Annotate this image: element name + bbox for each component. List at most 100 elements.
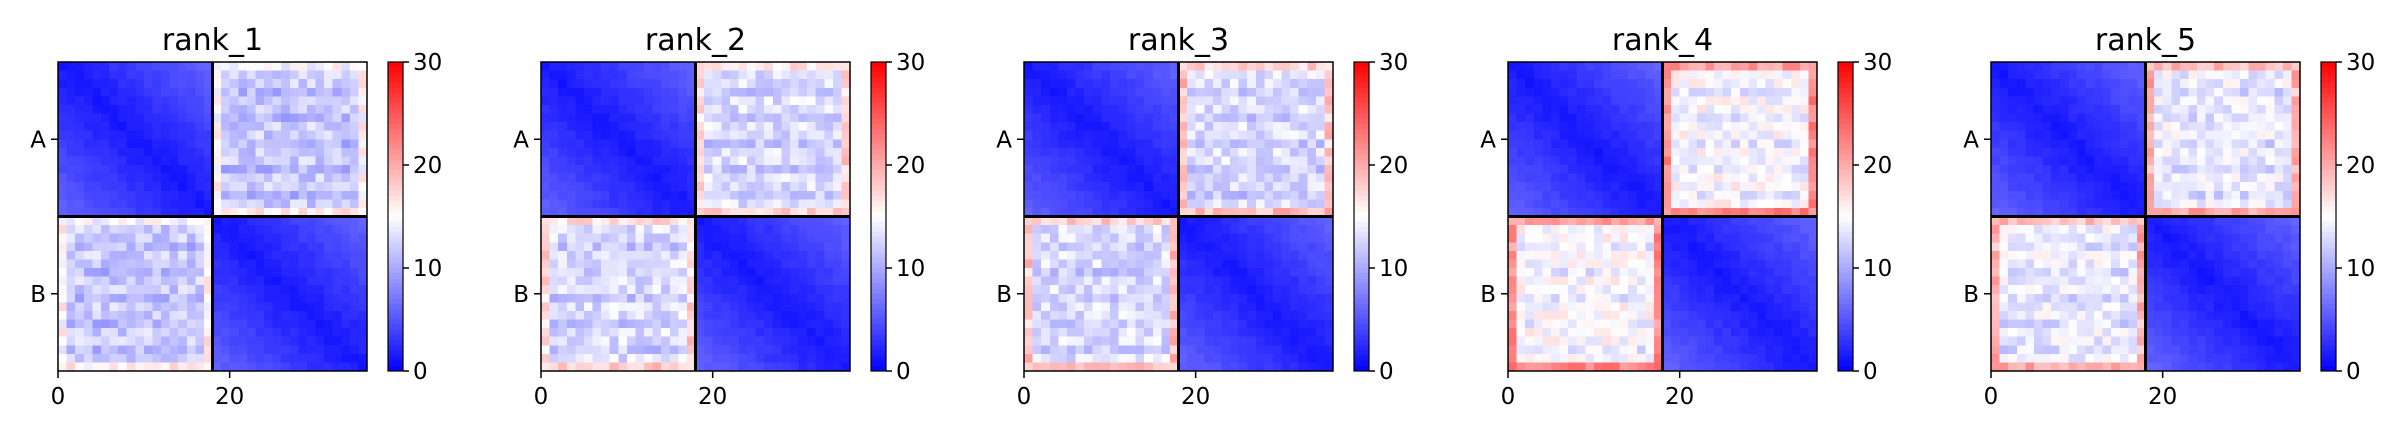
- heatmap-cell: [549, 276, 559, 286]
- heatmap-cell: [1264, 353, 1274, 364]
- heatmap-cell: [772, 165, 782, 175]
- heatmap-cell: [289, 199, 299, 209]
- heatmap-cell: [1195, 96, 1205, 106]
- heatmap-cell: [212, 79, 222, 89]
- heatmap-cell: [558, 353, 568, 364]
- heatmap-cell: [1109, 225, 1120, 235]
- heatmap-cell: [764, 250, 774, 261]
- heatmap-cell: [781, 259, 791, 269]
- x-tick-label: 0: [1017, 384, 1032, 410]
- heatmap-cell: [1593, 70, 1604, 80]
- heatmap-cell: [772, 156, 782, 166]
- heatmap-cell: [1127, 250, 1137, 261]
- heatmap-cell: [1602, 173, 1612, 183]
- heatmap-cell: [841, 310, 851, 321]
- heatmap-cell: [281, 336, 291, 346]
- heatmap-cell: [1195, 70, 1205, 80]
- heatmap-cell: [1307, 362, 1317, 372]
- heatmap-cell: [246, 345, 257, 355]
- heatmap-cell: [1774, 173, 1784, 183]
- heatmap-cell: [281, 96, 291, 106]
- heatmap-cell: [1195, 79, 1205, 89]
- heatmap-cell: [1101, 276, 1111, 286]
- heatmap-cell: [100, 96, 111, 106]
- heatmap-cell: [807, 328, 817, 338]
- heatmap-cell: [1324, 139, 1334, 149]
- heatmap-cell: [815, 362, 825, 372]
- heatmap-cell: [1525, 182, 1535, 192]
- heatmap-cell: [1109, 242, 1120, 252]
- heatmap-cell: [669, 70, 679, 80]
- heatmap-cell: [332, 302, 342, 312]
- heatmap-cell: [592, 70, 602, 80]
- heatmap-cell: [1731, 113, 1741, 123]
- heatmap-cell: [1066, 353, 1077, 364]
- heatmap-cell: [58, 225, 68, 235]
- heatmap-cell: [738, 225, 748, 235]
- heatmap-cell: [626, 173, 637, 183]
- heatmap-cell: [264, 353, 274, 364]
- heatmap-cell: [281, 268, 291, 278]
- heatmap-cell: [789, 242, 800, 252]
- heatmap-cell: [1084, 310, 1094, 321]
- heatmap-cell: [1101, 259, 1111, 269]
- heatmap-cell: [255, 302, 265, 312]
- heatmap-cell: [1195, 293, 1205, 303]
- heatmap-cell: [306, 190, 317, 200]
- heatmap-cell: [126, 207, 136, 218]
- heatmap-cell: [58, 104, 68, 115]
- heatmap-cell: [1024, 345, 1034, 355]
- heatmap-cell: [789, 199, 800, 209]
- heatmap-cell: [558, 259, 568, 269]
- heatmap-cell: [1075, 345, 1085, 355]
- heatmap-cell: [143, 79, 154, 89]
- heatmap-cell: [1272, 302, 1283, 312]
- heatmap-cell: [764, 285, 774, 295]
- heatmap-cell: [772, 310, 782, 321]
- heatmap-cell: [1671, 250, 1681, 261]
- heatmap-cell: [1212, 79, 1223, 89]
- heatmap-cell: [1152, 276, 1162, 286]
- heatmap-cell: [1101, 225, 1111, 235]
- heatmap-cell: [1576, 216, 1586, 226]
- heatmap-cell: [238, 139, 248, 149]
- colorbar-segment: [871, 149, 886, 156]
- heatmap-cell: [203, 362, 214, 372]
- heatmap-cell: [66, 268, 76, 278]
- colorbar-segment: [871, 329, 886, 336]
- heatmap-cell: [1542, 250, 1552, 261]
- heatmap-cell: [246, 70, 257, 80]
- heatmap-cell: [1696, 242, 1707, 252]
- heatmap-cell: [1127, 336, 1137, 346]
- heatmap-cell: [1058, 319, 1068, 329]
- heatmap-cell: [1058, 87, 1068, 97]
- heatmap-cell: [1161, 96, 1171, 106]
- heatmap-cell: [729, 250, 740, 261]
- heatmap-cell: [609, 182, 619, 192]
- heatmap-cell: [815, 276, 825, 286]
- heatmap-cell: [75, 70, 85, 80]
- heatmap-cell: [661, 104, 671, 115]
- heatmap-cell: [272, 225, 282, 235]
- heatmap-cell: [161, 345, 171, 355]
- heatmap-cell: [815, 268, 825, 278]
- heatmap-cell: [1066, 87, 1077, 97]
- heatmap-cell: [1049, 96, 1059, 106]
- heatmap-cell: [1187, 328, 1197, 338]
- heatmap-cell: [92, 250, 102, 261]
- heatmap-cell: [601, 328, 611, 338]
- heatmap-cell: [1109, 207, 1120, 218]
- heatmap-cell: [1169, 96, 1180, 106]
- heatmap-cell: [195, 310, 205, 321]
- colorbar-segment: [1354, 365, 1369, 372]
- heatmap-cell: [678, 328, 688, 338]
- heatmap-cell: [807, 104, 817, 115]
- heatmap-cell: [186, 139, 196, 149]
- heatmap-cell: [126, 96, 136, 106]
- heatmap-cell: [83, 250, 93, 261]
- heatmap-cell: [83, 328, 93, 338]
- heatmap-cell: [212, 293, 222, 303]
- heatmap-cell: [1024, 216, 1034, 226]
- colorbar-segment: [871, 298, 886, 305]
- heatmap-cell: [815, 87, 825, 97]
